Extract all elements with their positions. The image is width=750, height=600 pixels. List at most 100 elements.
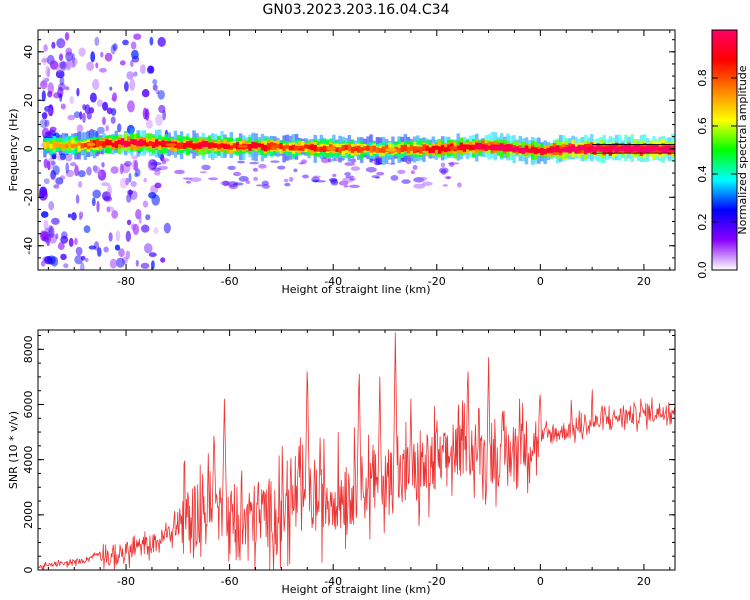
spectrogram-noise-blob [80, 262, 85, 270]
spectrogram-side-blob [262, 184, 270, 189]
spectrogram-ridge-cell [534, 147, 538, 155]
spectrogram-ridge-cell [335, 147, 339, 152]
spectrogram-x-label: Height of straight line (km) [281, 283, 430, 296]
spectrogram-noise-blob [43, 178, 50, 185]
spectrogram-noise-blob [58, 42, 66, 48]
spectrogram-noise-blob [67, 213, 72, 218]
spectrogram-side-blob [330, 179, 339, 186]
spectrogram-noise-blob [50, 169, 56, 180]
spectrogram-noise-blob [41, 112, 48, 120]
spectrogram-noise-blob [140, 262, 150, 269]
spectrogram-ridge-cell [593, 146, 597, 154]
spectrogram-noise-blob [125, 177, 129, 186]
spectrogram-side-blob [293, 168, 298, 173]
spectrogram-noise-blob [48, 226, 55, 238]
spectrogram-noise-blob [95, 62, 99, 69]
spectrogram-noise-blob [103, 196, 113, 202]
spectrogram-noise-blob [143, 177, 147, 183]
spectrogram-ridge-cell [546, 147, 550, 153]
spectrogram-noise-blob [65, 169, 75, 178]
spectrogram-noise-blob [155, 114, 163, 126]
spectrogram-ridge-cell [204, 141, 209, 147]
spectrogram-noise-blob [114, 244, 121, 251]
colorbar-ticks: 0.0 0.2 0.4 0.6 0.8 [696, 69, 737, 279]
spectrogram-peak [270, 145, 277, 149]
spectrogram-noise-blob [60, 235, 69, 244]
spectrogram-noise-blob [154, 182, 162, 189]
spectrogram-peak [494, 145, 504, 150]
spectrogram-noise-blob [78, 180, 83, 188]
spectrogram-noise-blob [125, 230, 131, 242]
spectrogram-ridge-cell [577, 145, 581, 151]
spectrogram-noise-blob [69, 96, 74, 104]
spectrogram-ridge-cell [484, 144, 488, 151]
spectrogram-noise-blob [101, 182, 110, 187]
spectrogram-noise-blob [59, 76, 65, 86]
spectrogram-noise-blob [134, 160, 139, 172]
spectrogram-noise-blob [152, 79, 158, 85]
spectrogram-ridge-cell [636, 144, 641, 151]
spectrogram-ridge-cell [611, 145, 616, 151]
spectrogram-noise-blob [45, 65, 50, 78]
spectrogram-peak [358, 147, 367, 151]
spectrogram-ridge-cell [158, 141, 162, 146]
spectrogram-side-blob [344, 172, 351, 176]
spectrogram-side-blob [258, 163, 267, 169]
spectrogram-noise-blob [43, 44, 48, 52]
spectrogram-ridge-cell [145, 142, 150, 147]
spectrogram-ridge-cell [590, 145, 594, 152]
spectrogram-side-blob [344, 162, 356, 166]
spectrogram-noise-blob [124, 81, 129, 92]
spectrogram-noise-blob [141, 89, 150, 98]
spectrogram-noise-blob [47, 90, 53, 98]
spectrogram-side-blob [174, 169, 185, 175]
spectrogram-peak [293, 145, 302, 150]
spectrogram-noise-blob [109, 86, 113, 91]
spectrogram-noise-blob [82, 112, 86, 124]
spectrogram-noise-blob [131, 49, 139, 60]
spectrogram-noise-blob [86, 61, 94, 71]
spectrogram-noise-blob [144, 108, 150, 121]
spectrogram-side-blob [277, 165, 286, 170]
spectrogram-noise-blob [43, 219, 49, 231]
spectrogram-ridge-cell [347, 144, 352, 152]
spectrogram-noise-blob [67, 114, 75, 121]
spectrogram-noise-blob [106, 107, 113, 115]
spectrogram-noise-blob [160, 257, 166, 263]
x-tick-label: 0 [537, 275, 544, 288]
spectrogram-noise-blob [51, 41, 56, 49]
spectrogram-ridge-cell [618, 146, 622, 152]
spectrogram-noise-blob [110, 166, 119, 174]
spectrogram-side-blob [401, 179, 411, 184]
spectrogram-side-blob [301, 159, 307, 164]
snr-panel: -80 -60 -40 -20 0 20 0 2000 4000 6000 8000 Height… [7, 329, 676, 596]
spectrogram-side-blob [227, 165, 236, 170]
spectrogram-ridge-cell [350, 146, 355, 153]
spectrogram-noise-blob [157, 36, 166, 47]
spectrogram-ridge-cell [338, 147, 342, 153]
spectrogram-side-blob [365, 166, 377, 173]
spectrogram-side-blob [253, 176, 258, 181]
spectrogram-peak [449, 146, 458, 150]
spectrogram-ridge-cell [341, 145, 345, 151]
spectrogram-ridge-cell [251, 142, 255, 149]
spectrogram-ridge-cell [490, 144, 494, 151]
spectrogram-ridge-cell [406, 146, 411, 154]
spectrogram-ridge-cell [549, 146, 554, 153]
spectrogram-side-blob [350, 166, 361, 171]
spectrogram-noise-blob [125, 250, 131, 260]
spectrogram-frame [37, 29, 676, 271]
spectrogram-ridge-cell [254, 142, 258, 149]
spectrogram-ridge-cell [96, 139, 100, 147]
spectrogram-ridge-cell [198, 142, 202, 149]
snr-plot-area [38, 330, 675, 570]
spectrogram-peak [237, 144, 248, 149]
spectrogram-noise-blob [43, 158, 49, 169]
spectrogram-side-blob [349, 184, 360, 188]
spectrogram-noise-blob [128, 172, 132, 183]
spectrogram-side-blob [283, 178, 289, 183]
spectrogram-noise-blob [64, 32, 70, 41]
spectrogram-noise-blob [86, 166, 92, 176]
snr-series-line [38, 332, 675, 570]
